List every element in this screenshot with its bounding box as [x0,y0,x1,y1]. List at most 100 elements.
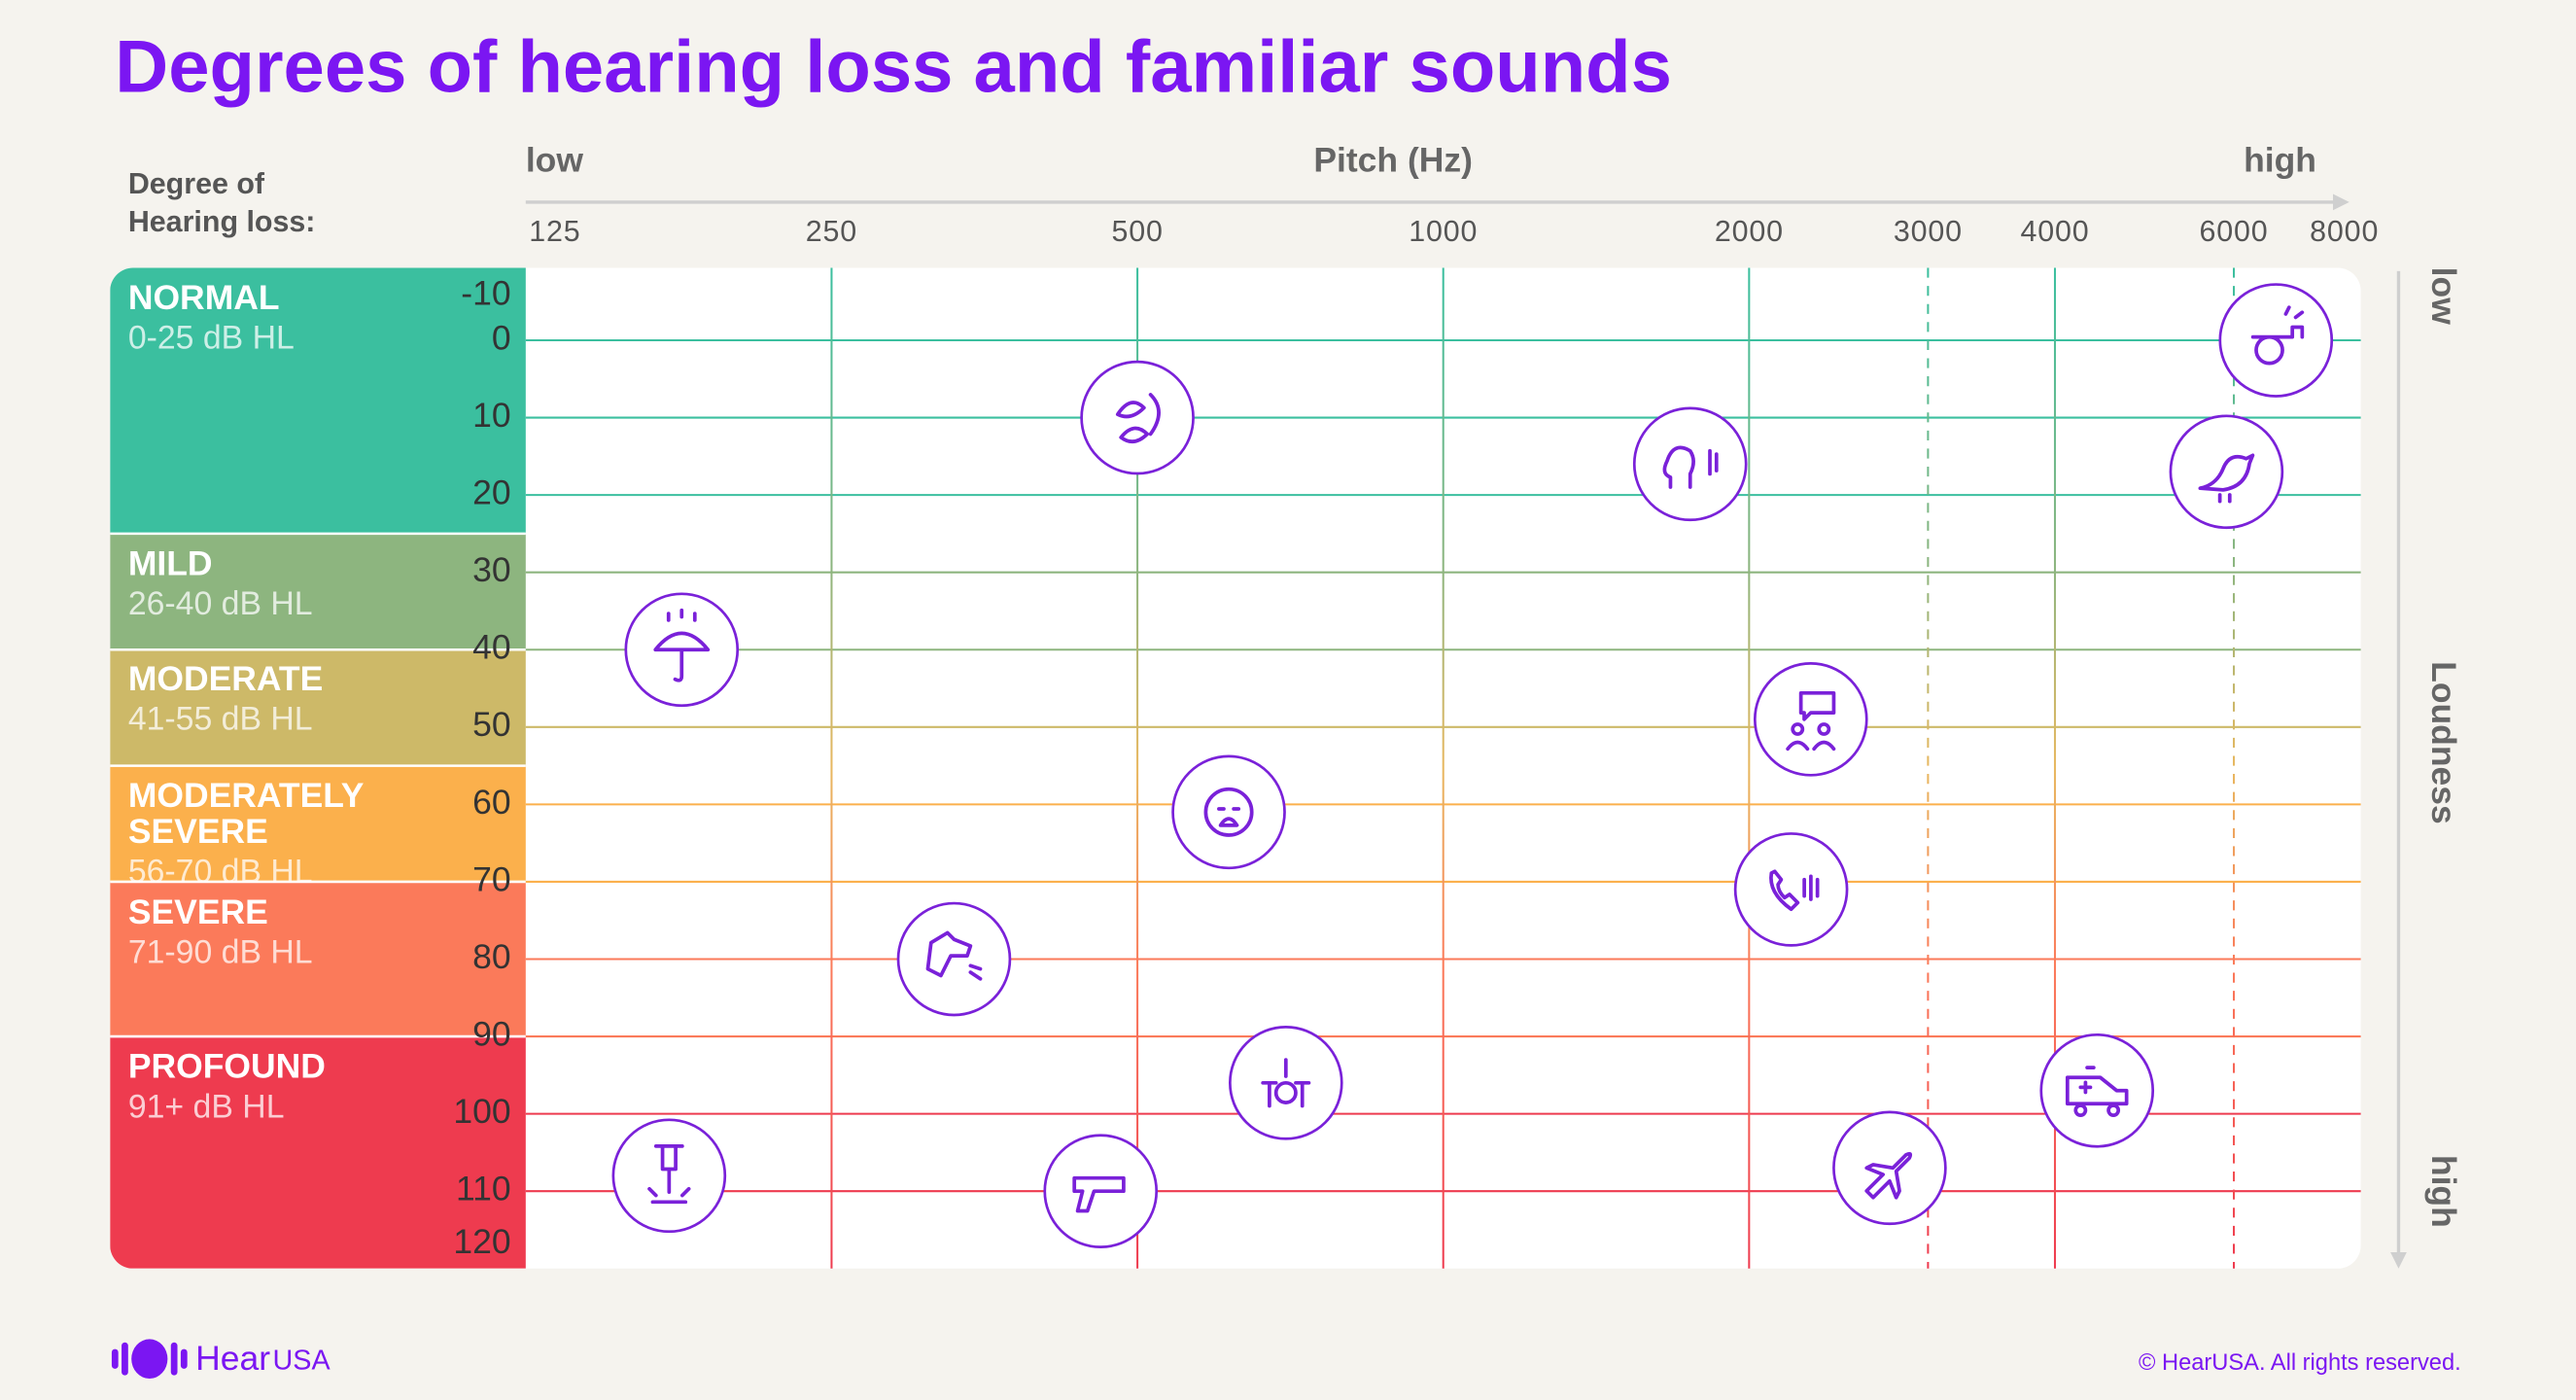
band-label-box: SEVERE 71-90 dB HL [128,894,400,970]
band-name: MODERATELY SEVERE [127,779,364,852]
icon-glyph [1786,690,1836,752]
band-label-box: NORMAL 0-25 dB HL [128,281,400,357]
icon-glyph [1769,869,1820,912]
icon-glyph [653,608,711,682]
y-tick-label: 20 [472,473,510,512]
y-tick-label: 80 [472,937,510,976]
ticks: -10 0 10 20 30 40 50 60 70 80 90 100 110 120 125 250 500… [453,215,2379,1261]
y-tick-label: 100 [453,1092,510,1131]
band [110,649,526,766]
band [110,765,526,882]
x-tick-label: 125 [529,215,580,248]
icon-glyph [2198,453,2255,504]
icon-glyph [647,1144,691,1205]
point [2039,1032,2155,1148]
band-label-box: MILD 26-40 dB HL [128,546,400,622]
sound-icon [1632,406,1748,522]
band-label-box: PROFOUND 91+ dB HL [128,1050,400,1126]
band-header: Degree of [128,167,265,200]
x-high-label: high [2244,141,2316,180]
sound-icon [624,592,740,708]
point [896,901,1012,1017]
icon-glyph [1662,445,1719,489]
icon-glyph [2065,1066,2129,1117]
icon-glyph [1203,787,1254,837]
x-tick-label: 6000 [2200,215,2269,248]
band [110,881,526,1037]
icon-glyph [1072,1175,1126,1213]
sound-icon [2169,414,2284,530]
band-name: MILD [127,546,213,583]
title: Degrees of hearing loss and familiar sou… [115,25,1672,108]
icon-glyph [1261,1058,1311,1108]
logo-word: Hear [195,1339,270,1378]
icon-glyph [925,930,983,981]
points [611,283,2334,1249]
band-header: Hearing loss: [128,205,316,238]
logo-mark [111,1339,188,1379]
sound-icon [896,901,1012,1017]
band [110,533,526,650]
x-tick-label: 1000 [1409,215,1478,248]
band-label-box: MODERATE 41-55 dB HL [128,663,400,739]
point [1171,754,1286,870]
y-tick-label: 70 [472,859,510,898]
y-tick-label: 50 [472,705,510,744]
sound-icon [611,1118,727,1234]
sound-icon [1228,1025,1343,1140]
band-label-box: MODERATELY SEVERE 56-70 dB HL [128,779,400,891]
icon-glyph [1115,393,1161,443]
sound-icon [1733,832,1849,947]
y-tick-label: 120 [453,1222,510,1261]
band-name: PROFOUND [127,1049,326,1086]
band [110,267,526,534]
sound-icon [2039,1032,2155,1148]
x-tick-label: 3000 [1894,215,1963,248]
band-range: 41-55 dB HL [127,702,313,739]
y-tick-label: 0 [492,318,511,357]
x-low-label: low [526,141,584,180]
sound-icon [1171,754,1286,870]
x-tick-label: 250 [806,215,857,248]
band-range: 26-40 dB HL [127,586,313,623]
icon-glyph [2250,305,2305,366]
sound-icon [2218,283,2334,398]
point [1733,832,1849,947]
y-low-label: low [2424,267,2463,326]
copyright: © HearUSA. All rights reserved. [2139,1350,2461,1376]
sound-icon [1043,1134,1159,1249]
sound-icon [1753,662,1868,777]
y-high-label: high [2424,1155,2463,1228]
band-range: 91+ dB HL [127,1089,285,1126]
logo-suffix: USA [273,1346,331,1377]
y-tick-label: 30 [472,550,510,589]
band-range: 0-25 dB HL [127,320,295,357]
y-tick-label: 90 [472,1014,510,1053]
x-tick-label: 8000 [2310,215,2379,248]
point [1080,360,1195,475]
y-tick-label: 10 [472,396,510,435]
icon-glyph [1864,1151,1913,1200]
band-name: NORMAL [127,281,280,318]
band [110,1036,526,1269]
y-axis-title: Loudness [2424,661,2463,824]
point [1632,406,1748,522]
point [1753,662,1868,777]
band-name: MODERATE [127,662,324,699]
y-tick-label: -10 [461,274,510,313]
x-axis-title: Pitch (Hz) [1313,141,1473,180]
band-range: 71-90 dB HL [127,934,313,971]
x-tick-label: 4000 [2020,215,2089,248]
y-tick-label: 110 [456,1170,511,1208]
x-tick-label: 2000 [1715,215,1784,248]
band-name: SEVERE [127,894,268,931]
x-tick-label: 500 [1111,215,1163,248]
